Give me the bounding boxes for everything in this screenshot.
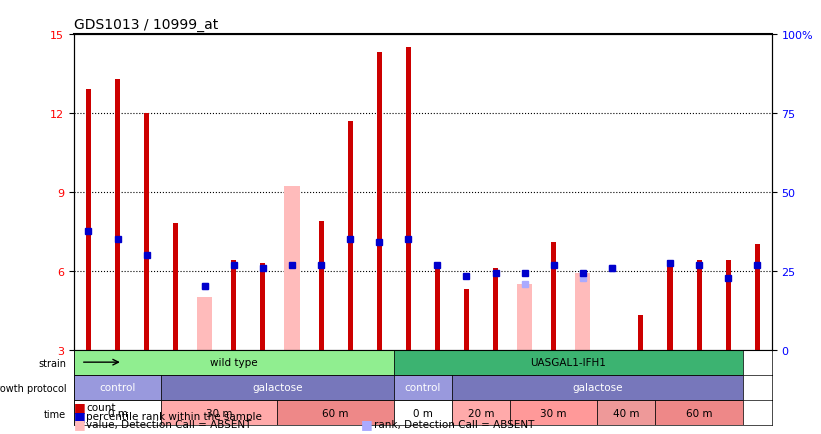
Bar — [347, 122, 353, 350]
Bar — [510, 400, 598, 425]
Text: count: count — [86, 402, 116, 412]
Bar — [74, 350, 394, 375]
Text: percentile rank within the sample: percentile rank within the sample — [86, 411, 262, 421]
Text: 30 m: 30 m — [206, 408, 232, 418]
Bar — [754, 245, 759, 350]
Text: 60 m: 60 m — [323, 408, 349, 418]
Bar — [517, 284, 532, 350]
Text: ■: ■ — [74, 418, 85, 431]
Text: 0 m: 0 m — [413, 408, 433, 418]
Bar — [161, 400, 277, 425]
Bar — [319, 221, 323, 350]
Text: rank, Detection Call = ABSENT: rank, Detection Call = ABSENT — [374, 420, 534, 430]
Bar — [551, 242, 556, 350]
Bar — [696, 260, 702, 350]
Bar — [394, 375, 452, 400]
Bar — [161, 375, 394, 400]
Bar — [726, 260, 731, 350]
Bar — [406, 48, 410, 350]
Text: 40 m: 40 m — [613, 408, 640, 418]
Text: 20 m: 20 m — [468, 408, 494, 418]
Text: ■: ■ — [74, 400, 85, 413]
Bar — [464, 289, 469, 350]
Bar — [452, 375, 743, 400]
Bar — [284, 187, 300, 350]
Text: 30 m: 30 m — [540, 408, 567, 418]
Bar — [493, 268, 498, 350]
Bar — [394, 400, 452, 425]
Text: ■: ■ — [361, 418, 373, 431]
Bar — [74, 375, 161, 400]
Bar — [74, 400, 161, 425]
Bar — [639, 316, 644, 350]
Text: galactose: galactose — [572, 382, 622, 392]
Text: value, Detection Call = ABSENT: value, Detection Call = ABSENT — [86, 420, 251, 430]
Text: UASGAL1-IFH1: UASGAL1-IFH1 — [530, 357, 606, 367]
Text: 60 m: 60 m — [686, 408, 713, 418]
Bar — [197, 297, 213, 350]
Bar — [598, 400, 655, 425]
Bar — [435, 263, 440, 350]
Bar — [277, 400, 394, 425]
Text: 0 m: 0 m — [108, 408, 127, 418]
Text: galactose: galactose — [252, 382, 303, 392]
Bar — [232, 260, 236, 350]
Bar — [260, 263, 265, 350]
Bar — [452, 400, 510, 425]
Bar — [173, 224, 178, 350]
Bar — [394, 350, 743, 375]
Text: wild type: wild type — [210, 357, 258, 367]
Text: control: control — [99, 382, 135, 392]
Bar — [115, 79, 120, 350]
Bar — [655, 400, 743, 425]
Bar — [377, 53, 382, 350]
Bar — [575, 273, 590, 350]
Text: control: control — [405, 382, 441, 392]
Bar — [144, 113, 149, 350]
Bar — [667, 260, 672, 350]
Text: GDS1013 / 10999_at: GDS1013 / 10999_at — [74, 18, 218, 32]
Text: ■: ■ — [74, 409, 85, 422]
Bar — [86, 90, 91, 350]
